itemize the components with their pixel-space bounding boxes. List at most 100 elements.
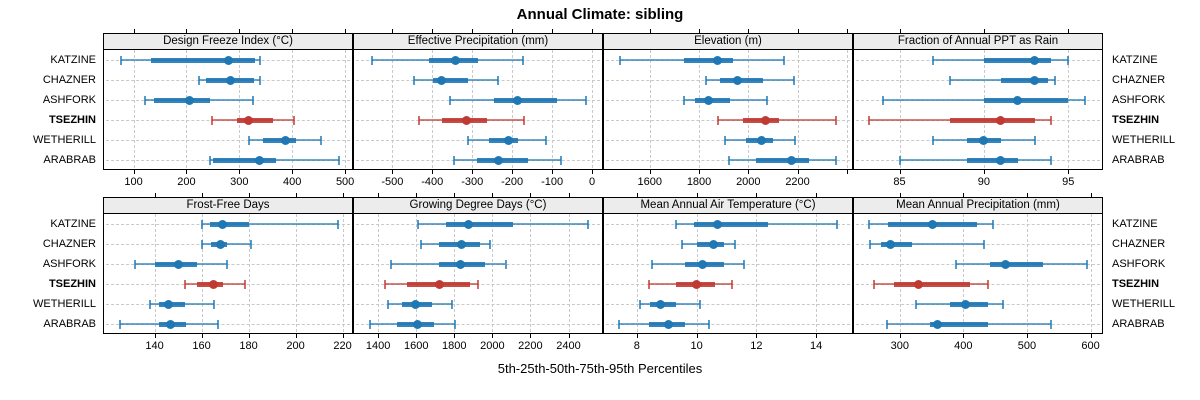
axis-tick-label: 2200 <box>785 176 810 188</box>
axis-tick <box>983 170 985 174</box>
whisker-cap <box>782 55 785 65</box>
axis-tick-label: 400 <box>954 340 973 352</box>
axis-tick <box>472 170 474 174</box>
whisker-cap <box>133 259 136 269</box>
median-dot <box>979 135 989 145</box>
whisker-cap <box>794 135 797 145</box>
axis-tick <box>345 29 347 33</box>
panel-title: Design Freeze Index (°C) <box>163 35 293 47</box>
median-dot <box>281 135 291 145</box>
iqr-bar <box>150 57 255 63</box>
gridline <box>636 214 638 332</box>
whisker-cap <box>496 75 499 85</box>
panel-plot-mean-annual-air-temperature <box>603 214 853 334</box>
axis-tick-label: 1400 <box>365 340 391 352</box>
panel-plot-fraction-ppt-rain <box>853 50 1103 170</box>
panel-title: Mean Annual Air Temperature (°C) <box>640 199 816 211</box>
median-dot <box>656 299 666 309</box>
panel-plot-elevation <box>603 50 853 170</box>
gridline <box>756 214 758 332</box>
axis-tick <box>568 193 570 197</box>
axis-tick <box>699 170 701 174</box>
axis-tick <box>636 334 638 338</box>
whisker-cap <box>683 95 686 105</box>
axis-tick <box>201 334 203 338</box>
row-gridline <box>356 304 600 305</box>
whisker-cap <box>618 55 621 65</box>
iqr-bar <box>983 57 1052 63</box>
whisker-cap <box>836 219 839 229</box>
whisker-cap <box>119 319 122 329</box>
x-axis-label: 5th-25th-50th-75th-95th Percentiles <box>497 361 703 376</box>
median-dot <box>223 55 233 65</box>
panel-title: Effective Precipitation (mm) <box>407 35 549 47</box>
axis-tick <box>1026 193 1028 197</box>
gridline <box>154 214 156 332</box>
gridline <box>899 214 901 332</box>
iqr-bar <box>213 157 276 163</box>
whisker-cap <box>992 219 995 229</box>
row-gridline <box>356 324 600 325</box>
chart-title: Annual Climate: sibling <box>516 6 684 23</box>
axis-tick <box>636 193 638 197</box>
axis-tick <box>492 334 494 338</box>
axis-tick <box>816 193 818 197</box>
whisker-cap <box>835 115 838 125</box>
whisker-cap <box>1001 299 1004 309</box>
whisker-cap <box>452 155 455 165</box>
panel-title: Mean Annual Precipitation (mm) <box>896 199 1060 211</box>
median-dot <box>226 75 236 85</box>
axis-tick <box>248 334 250 338</box>
whisker-cap <box>647 279 650 289</box>
iqr-bar <box>209 221 249 227</box>
gridline <box>816 214 818 332</box>
axis-tick <box>568 334 570 338</box>
axis-tick-label: 1600 <box>403 340 429 352</box>
panel-strip-frost-free-days: Frost-Free Days <box>103 197 353 214</box>
panel-plot-growing-degree-days <box>353 214 603 334</box>
whisker-cap <box>148 299 151 309</box>
whisker-cap <box>200 239 203 249</box>
axis-tick <box>1068 29 1070 33</box>
median-dot <box>713 219 723 229</box>
axis-tick <box>756 334 758 338</box>
axis-tick-label: 180 <box>239 340 258 352</box>
panel-plot-effective-precipitation <box>353 50 603 170</box>
median-dot <box>436 75 446 85</box>
gridline <box>295 214 297 332</box>
iqr-bar <box>755 157 809 163</box>
whisker-cap <box>545 135 548 145</box>
whisker-cap <box>743 259 746 269</box>
whisker-cap <box>705 75 708 85</box>
axis-tick <box>454 334 456 338</box>
gridline <box>512 50 514 168</box>
axis-tick-label: 200 <box>177 176 196 188</box>
axis-tick-label: 2200 <box>518 340 543 352</box>
axis-tick <box>816 334 818 338</box>
axis-tick <box>154 193 156 197</box>
axis-tick <box>748 29 750 33</box>
whisker-cap <box>949 75 952 85</box>
iqr-bar <box>930 321 988 327</box>
axis-tick-label: 8 <box>633 340 640 352</box>
median-dot <box>1013 95 1023 105</box>
axis-tick-label: -500 <box>381 176 404 188</box>
gridline <box>345 50 347 168</box>
median-dot <box>173 259 183 269</box>
iqr-bar <box>1000 77 1048 83</box>
panel-strip-fraction-ppt-rain: Fraction of Annual PPT as Rain <box>853 33 1103 50</box>
axis-tick <box>342 193 344 197</box>
gridline <box>552 50 554 168</box>
whisker-cap <box>932 135 935 145</box>
median-dot <box>786 155 796 165</box>
axis-tick <box>492 193 494 197</box>
axis-tick <box>696 334 698 338</box>
gridline <box>432 50 434 168</box>
median-dot <box>1030 75 1040 85</box>
axis-tick <box>899 29 901 33</box>
whisker-cap <box>1050 319 1053 329</box>
station-label-left: TSEZHIN <box>48 278 96 290</box>
gridline <box>133 50 135 168</box>
whisker-cap <box>467 135 470 145</box>
iqr-bar <box>693 221 769 227</box>
